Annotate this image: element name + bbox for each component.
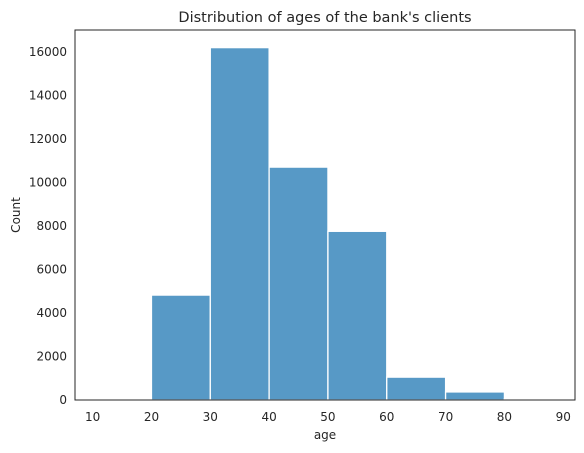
x-tick-label: 40 xyxy=(261,410,276,424)
y-tick-label: 4000 xyxy=(36,306,67,320)
chart-title: Distribution of ages of the bank's clien… xyxy=(178,10,471,26)
y-tick-label: 0 xyxy=(59,393,67,407)
x-axis-label: age xyxy=(314,428,336,442)
y-tick-label: 6000 xyxy=(36,262,67,276)
histogram-bar xyxy=(327,230,388,401)
x-tick-label: 20 xyxy=(144,410,159,424)
x-tick-label: 50 xyxy=(320,410,335,424)
histogram-bar xyxy=(209,46,270,401)
histogram-bar xyxy=(444,391,506,401)
plot-frame xyxy=(74,29,576,401)
y-axis-label: Count xyxy=(9,197,23,233)
x-axis-ticks: 10 20 30 40 50 60 70 80 90 xyxy=(85,410,571,424)
y-tick-label: 16000 xyxy=(29,45,67,59)
y-tick-label: 10000 xyxy=(29,175,67,189)
y-tick-label: 8000 xyxy=(36,219,67,233)
x-tick-label: 80 xyxy=(497,410,512,424)
x-tick-label: 70 xyxy=(438,410,453,424)
y-axis-ticks: 0 2000 4000 6000 8000 10000 12000 14000 16000 xyxy=(29,45,67,407)
histogram-bar xyxy=(150,294,211,401)
y-tick-label: 14000 xyxy=(29,88,67,102)
x-tick-label: 30 xyxy=(203,410,218,424)
bars-group xyxy=(150,46,564,401)
histogram-bar xyxy=(386,376,447,401)
y-tick-label: 2000 xyxy=(36,349,67,363)
x-tick-label: 90 xyxy=(556,410,571,424)
y-tick-label: 12000 xyxy=(29,132,67,146)
x-tick-label: 60 xyxy=(379,410,394,424)
histogram-bar xyxy=(268,166,329,401)
x-tick-label: 10 xyxy=(85,410,100,424)
